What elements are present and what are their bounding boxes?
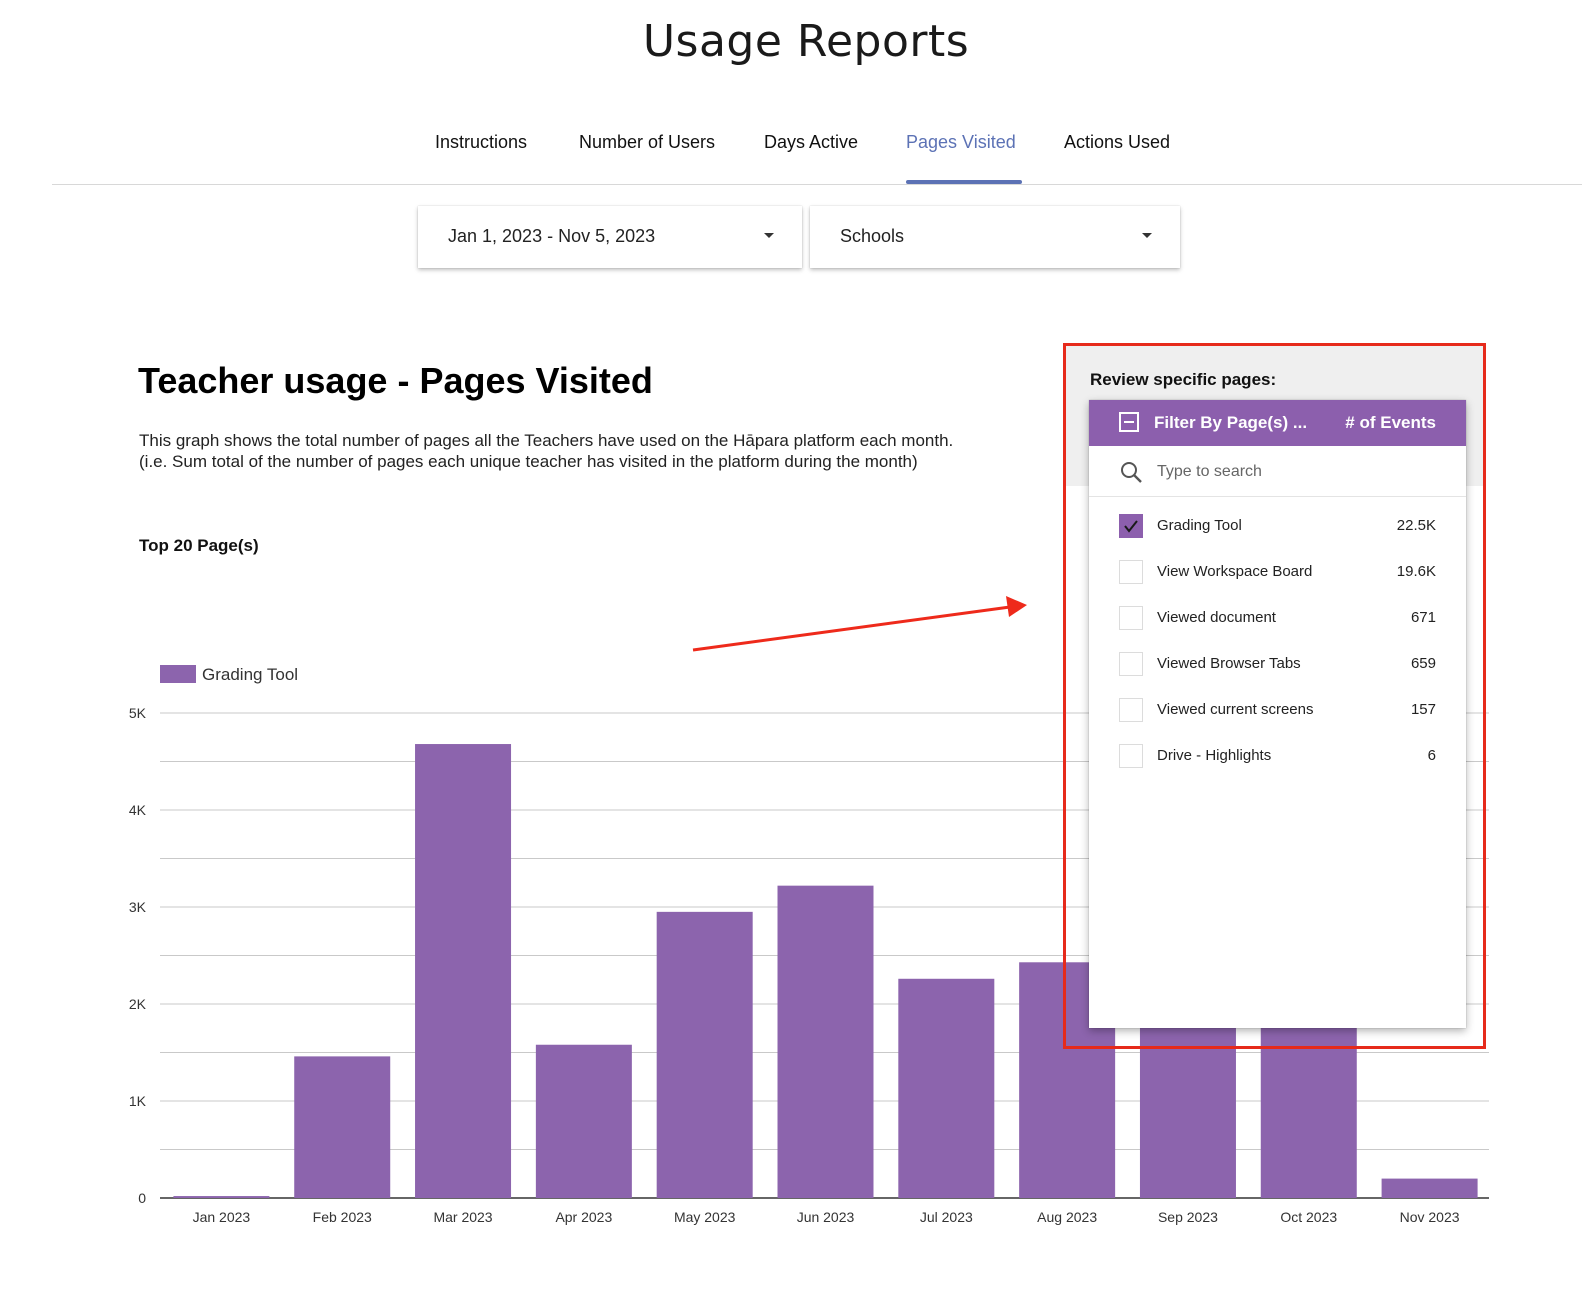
checkbox[interactable] [1119, 560, 1143, 584]
page-title: Usage Reports [642, 16, 970, 67]
checkmark-icon [1124, 520, 1138, 533]
filter-option[interactable]: Viewed current screens 157 [1089, 688, 1466, 734]
x-tick-label: Sep 2023 [1158, 1209, 1218, 1225]
y-tick-label: 0 [138, 1190, 146, 1206]
checkbox[interactable] [1119, 652, 1143, 676]
filter-header: Filter By Page(s) ... # of Events [1089, 400, 1466, 446]
x-tick-label: Oct 2023 [1280, 1209, 1337, 1225]
filter-option-count: 19.6K [1396, 563, 1436, 580]
tab-bar: Instructions Number of Users Days Active… [0, 128, 1582, 186]
x-tick-label: May 2023 [674, 1209, 736, 1225]
tab-instructions[interactable]: Instructions [435, 132, 528, 152]
legend-label: Grading Tool [202, 665, 298, 684]
report-description-line: This graph shows the total number of pag… [139, 431, 954, 450]
bar[interactable] [173, 1196, 270, 1198]
legend-swatch [160, 665, 196, 683]
x-tick-label: Nov 2023 [1400, 1209, 1460, 1225]
filter-option-label: View Workspace Board [1157, 563, 1313, 580]
filter-option[interactable]: View Workspace Board 19.6K [1089, 550, 1466, 596]
report-description: This graph shows the total number of pag… [139, 430, 953, 472]
select-all-checkbox[interactable] [1119, 412, 1139, 432]
caret-down-icon [1142, 233, 1152, 238]
x-tick-label: Apr 2023 [555, 1209, 612, 1225]
active-tab-indicator [906, 180, 1022, 184]
filter-option-label: Drive - Highlights [1157, 747, 1272, 764]
y-tick-label: 3K [129, 899, 147, 915]
search-input[interactable] [1155, 456, 1449, 488]
bar[interactable] [294, 1056, 391, 1198]
x-tick-label: Jul 2023 [920, 1209, 973, 1225]
filter-option[interactable]: Viewed Browser Tabs 659 [1089, 642, 1466, 688]
filter-option-label: Viewed current screens [1157, 701, 1314, 718]
filter-header-count: # of Events [1345, 413, 1436, 432]
chart-subtitle: Top 20 Page(s) [139, 536, 259, 555]
annotation-arrowhead [1006, 596, 1027, 617]
filter-option-count: 671 [1410, 609, 1436, 626]
filter-option-count: 22.5K [1396, 517, 1436, 534]
y-tick-label: 4K [129, 802, 147, 818]
tab-number-of-users[interactable]: Number of Users [579, 132, 716, 152]
filter-option-label: Viewed document [1157, 609, 1276, 626]
filter-option[interactable]: Drive - Highlights 6 [1089, 734, 1466, 780]
filter-option[interactable]: Grading Tool 22.5K [1089, 504, 1466, 550]
filter-option-label: Viewed Browser Tabs [1157, 655, 1301, 672]
caret-down-icon [764, 233, 774, 238]
x-tick-label: Jun 2023 [797, 1209, 855, 1225]
bar[interactable] [535, 1044, 632, 1198]
page-filter-label: Review specific pages: [1090, 370, 1277, 389]
schools-value: Schools [840, 226, 905, 246]
date-range-value: Jan 1, 2023 - Nov 5, 2023 [448, 226, 656, 246]
page-filter-panel: Review specific pages: Filter By Page(s)… [1063, 343, 1486, 1049]
filter-option[interactable]: Viewed document 671 [1089, 596, 1466, 642]
bar[interactable] [777, 885, 874, 1198]
y-tick-label: 5K [129, 705, 147, 721]
bar[interactable] [1139, 994, 1236, 1198]
page-filter-dropdown: Filter By Page(s) ... # of Events Gradin… [1089, 400, 1466, 1028]
y-tick-label: 2K [129, 996, 147, 1012]
x-tick-label: Jan 2023 [193, 1209, 251, 1225]
filter-option-count: 6 [1427, 747, 1436, 764]
schools-dropdown[interactable]: Schools [810, 206, 1180, 268]
annotation-arrow [692, 605, 1011, 652]
filter-option-count: 157 [1410, 701, 1436, 718]
filter-header-title: Filter By Page(s) ... [1154, 413, 1308, 432]
bar[interactable] [1260, 1013, 1357, 1198]
checkbox[interactable] [1119, 744, 1143, 768]
checkbox[interactable] [1119, 606, 1143, 630]
tab-days-active[interactable]: Days Active [764, 132, 859, 152]
tab-actions-used[interactable]: Actions Used [1064, 132, 1171, 152]
filter-option-count: 659 [1410, 655, 1436, 672]
bar[interactable] [898, 978, 995, 1198]
bar[interactable] [1381, 1178, 1478, 1198]
x-tick-label: Aug 2023 [1037, 1209, 1097, 1225]
search-row [1089, 446, 1466, 497]
tabs-divider [52, 184, 1582, 185]
bar[interactable] [415, 744, 512, 1198]
checkbox[interactable] [1119, 698, 1143, 722]
report-description-line: (i.e. Sum total of the number of pages e… [139, 452, 918, 471]
x-tick-label: Mar 2023 [433, 1209, 492, 1225]
y-tick-label: 1K [129, 1093, 147, 1109]
filter-option-label: Grading Tool [1157, 517, 1242, 534]
report-title: Teacher usage - Pages Visited [138, 360, 653, 401]
tab-pages-visited[interactable]: Pages Visited [906, 132, 1016, 152]
x-tick-label: Feb 2023 [313, 1209, 372, 1225]
search-icon [1121, 462, 1142, 483]
bar[interactable] [656, 911, 753, 1198]
date-range-dropdown[interactable]: Jan 1, 2023 - Nov 5, 2023 [418, 206, 802, 268]
checked-checkbox[interactable] [1119, 514, 1143, 538]
